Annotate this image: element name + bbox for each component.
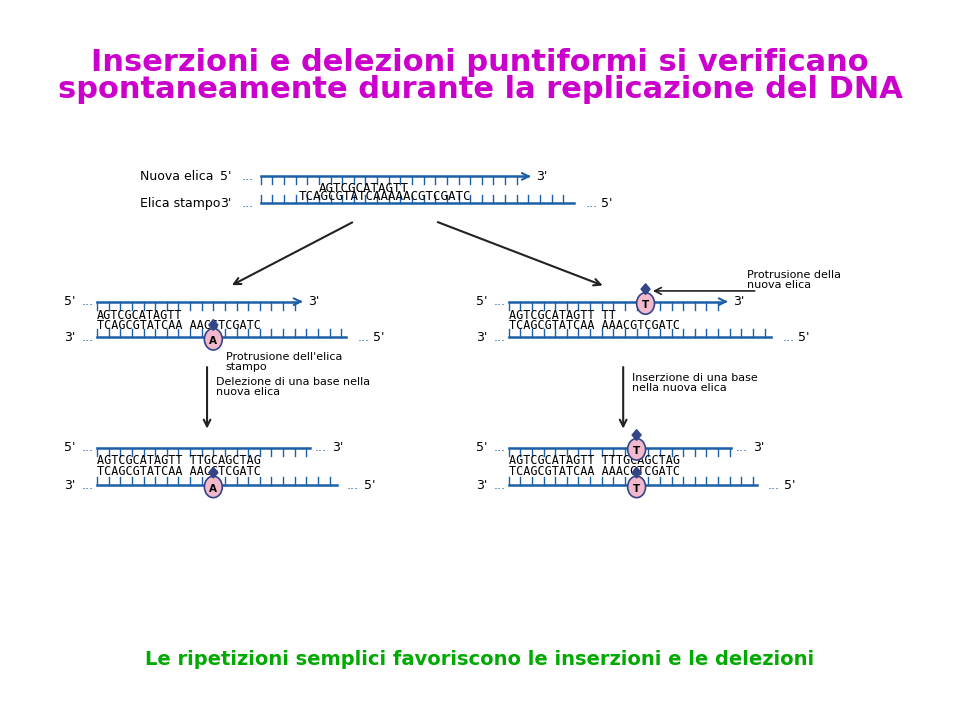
Text: ...: ... bbox=[493, 441, 506, 454]
Text: ...: ... bbox=[735, 441, 747, 454]
Text: TCAGCGTATCAA AAACGTCGATC: TCAGCGTATCAA AAACGTCGATC bbox=[509, 319, 680, 333]
Text: 3': 3' bbox=[332, 441, 344, 454]
Text: ...: ... bbox=[241, 170, 253, 183]
Text: ...: ... bbox=[782, 331, 795, 344]
Text: 3': 3' bbox=[64, 331, 76, 344]
Text: Elica stampo: Elica stampo bbox=[140, 196, 220, 210]
Text: Delezione di una base nella: Delezione di una base nella bbox=[216, 377, 371, 387]
Text: T: T bbox=[633, 484, 640, 494]
Text: A: A bbox=[209, 336, 217, 346]
Text: 3': 3' bbox=[537, 170, 548, 183]
Text: ...: ... bbox=[82, 331, 94, 344]
Text: 5': 5' bbox=[601, 196, 612, 210]
Polygon shape bbox=[632, 467, 641, 478]
Text: 5': 5' bbox=[364, 479, 375, 492]
Text: TCAGCGTATCAAAAACGTCGATC: TCAGCGTATCAAAAACGTCGATC bbox=[299, 191, 470, 204]
Text: Protrusione dell'elica: Protrusione dell'elica bbox=[226, 352, 342, 362]
Text: Inserzioni e delezioni puntiformi si verificano: Inserzioni e delezioni puntiformi si ver… bbox=[91, 48, 869, 77]
Text: 5': 5' bbox=[798, 331, 809, 344]
Text: TCAGCGTATCAA AACGTCGATC: TCAGCGTATCAA AACGTCGATC bbox=[97, 319, 261, 333]
Ellipse shape bbox=[628, 439, 645, 460]
Text: ...: ... bbox=[82, 441, 94, 454]
Text: Protrusione della: Protrusione della bbox=[747, 270, 841, 280]
Text: 3': 3' bbox=[753, 441, 764, 454]
Text: nuova elica: nuova elica bbox=[216, 387, 280, 397]
Text: TCAGCGTATCAA AACGTCGATC: TCAGCGTATCAA AACGTCGATC bbox=[97, 465, 261, 478]
Text: T: T bbox=[633, 446, 640, 456]
Text: 5': 5' bbox=[220, 170, 231, 183]
Text: 3': 3' bbox=[220, 196, 231, 210]
Ellipse shape bbox=[204, 328, 223, 350]
Polygon shape bbox=[209, 467, 218, 478]
Text: T: T bbox=[642, 300, 649, 310]
Text: 5': 5' bbox=[475, 441, 487, 454]
Text: ...: ... bbox=[82, 479, 94, 492]
Polygon shape bbox=[632, 429, 641, 440]
Text: stampo: stampo bbox=[226, 362, 268, 372]
Text: 5': 5' bbox=[784, 479, 796, 492]
Text: A: A bbox=[209, 484, 217, 494]
Text: nuova elica: nuova elica bbox=[747, 280, 811, 290]
Text: TCAGCGTATCAA AAACGTCGATC: TCAGCGTATCAA AAACGTCGATC bbox=[509, 465, 680, 478]
Text: 3': 3' bbox=[476, 479, 487, 492]
Text: AGTCGCATAGTT TTTGCAGCTAG: AGTCGCATAGTT TTTGCAGCTAG bbox=[509, 455, 680, 467]
Text: 3': 3' bbox=[64, 479, 76, 492]
Ellipse shape bbox=[204, 476, 223, 498]
Text: 5': 5' bbox=[64, 295, 76, 308]
Text: AGTCGCATAGTT TTGCAGCTAG: AGTCGCATAGTT TTGCAGCTAG bbox=[97, 455, 261, 467]
Text: 5': 5' bbox=[475, 295, 487, 308]
Text: 5': 5' bbox=[372, 331, 384, 344]
Text: ...: ... bbox=[586, 196, 598, 210]
Text: 3': 3' bbox=[308, 295, 320, 308]
Text: spontaneamente durante la replicazione del DNA: spontaneamente durante la replicazione d… bbox=[58, 75, 902, 104]
Text: ...: ... bbox=[493, 331, 506, 344]
Text: 5': 5' bbox=[64, 441, 76, 454]
Text: ...: ... bbox=[358, 331, 370, 344]
Text: ...: ... bbox=[493, 479, 506, 492]
Text: ...: ... bbox=[241, 196, 253, 210]
Text: ...: ... bbox=[768, 479, 780, 492]
Text: ...: ... bbox=[315, 441, 326, 454]
Text: ...: ... bbox=[82, 295, 94, 308]
Text: AGTCGCATAGTT TT: AGTCGCATAGTT TT bbox=[509, 308, 615, 322]
Text: Inserzione di una base: Inserzione di una base bbox=[632, 373, 757, 383]
Text: nella nuova elica: nella nuova elica bbox=[632, 383, 727, 393]
Text: AGTCGCATAGTT: AGTCGCATAGTT bbox=[97, 308, 182, 322]
Text: Nuova elica: Nuova elica bbox=[140, 170, 213, 183]
Text: 3': 3' bbox=[476, 331, 487, 344]
Text: Le ripetizioni semplici favoriscono le inserzioni e le delezioni: Le ripetizioni semplici favoriscono le i… bbox=[145, 650, 815, 669]
Ellipse shape bbox=[628, 476, 645, 498]
Text: ...: ... bbox=[493, 295, 506, 308]
Polygon shape bbox=[641, 284, 650, 295]
Polygon shape bbox=[209, 320, 218, 331]
Text: AGTCGCATAGTT: AGTCGCATAGTT bbox=[319, 181, 409, 194]
Ellipse shape bbox=[636, 293, 655, 314]
Text: 3': 3' bbox=[733, 295, 745, 308]
Text: ...: ... bbox=[347, 479, 359, 492]
